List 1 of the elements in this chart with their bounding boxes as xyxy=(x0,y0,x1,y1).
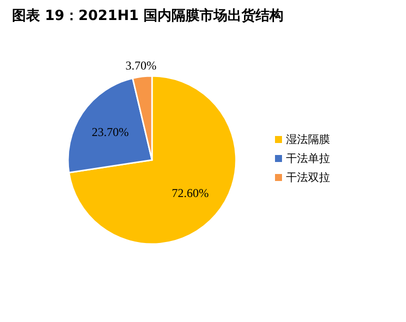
title: 图表 19：2021H1 国内隔膜市场出货结构 xyxy=(12,8,284,24)
